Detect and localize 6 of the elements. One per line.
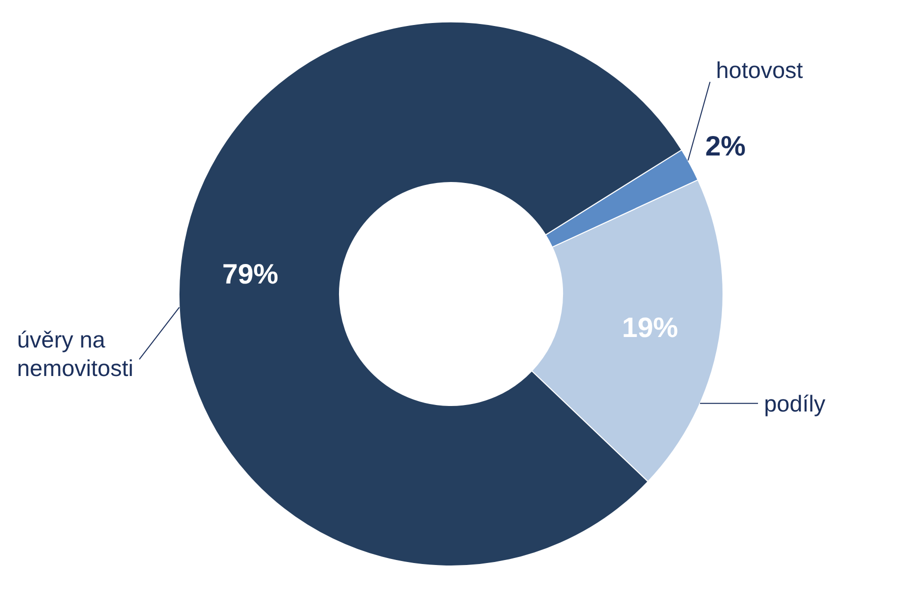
slice-label: hotovost [716, 56, 804, 83]
data-label: 19% [622, 312, 678, 343]
data-label: 79% [222, 258, 278, 290]
slice-label: úvěry na nemovitosti [16, 326, 134, 382]
slice-label: podíly [764, 390, 826, 416]
data-label: 2% [705, 130, 746, 162]
